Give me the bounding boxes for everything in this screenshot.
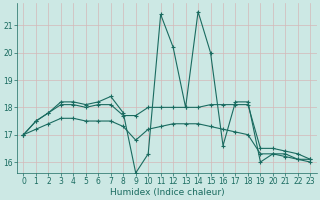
X-axis label: Humidex (Indice chaleur): Humidex (Indice chaleur) [109,188,224,197]
